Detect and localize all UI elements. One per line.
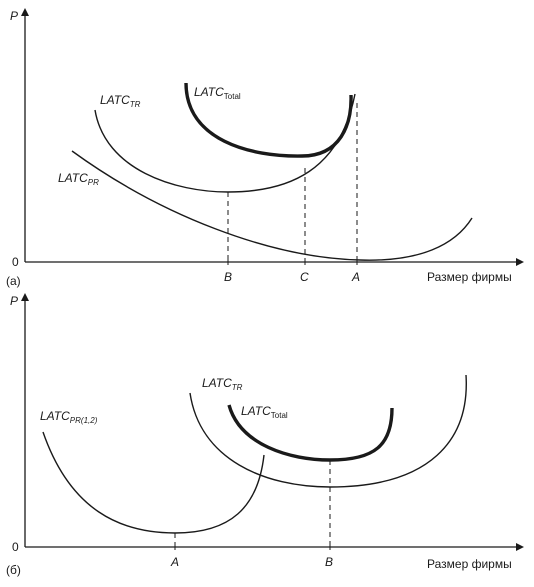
panel-a: P 0 Размер фирмы (а) B C A LATCTR LATCTo… [6, 8, 524, 288]
panel-b-label-latc-tr-sub: TR [232, 383, 243, 392]
panel-a-y-axis-label: P [10, 9, 18, 23]
panel-a-origin-label: 0 [12, 255, 19, 269]
panel-a-label-latc-tr-main: LATC [100, 93, 130, 107]
panel-b-label-latc-tr: LATCTR [202, 376, 243, 392]
panel-a-label-latc-pr-main: LATC [58, 171, 88, 185]
panel-b-y-axis-label: P [10, 294, 18, 308]
panel-a-label-latc-total-main: LATC [194, 85, 224, 99]
panel-b-label: (б) [6, 563, 21, 577]
panel-a-label-latc-total-sub: Total [224, 92, 241, 101]
panel-b-label-latc-tr-main: LATC [202, 376, 232, 390]
panel-a-latc-total-curve [184, 82, 353, 158]
panel-b-latc-pr-curve [42, 431, 265, 534]
panel-b-label-latc-pr-sub: PR(1,2) [70, 416, 98, 425]
panel-b-latc-tr-curve [189, 374, 467, 488]
panel-a-tick-label-a: A [351, 270, 360, 284]
panel-a-label-latc-pr: LATCPR [58, 171, 99, 187]
panel-b-origin-label: 0 [12, 540, 19, 554]
panel-a-label-latc-tr-sub: TR [130, 100, 141, 109]
panel-a-label-latc-tr: LATCTR [100, 93, 141, 109]
panel-a-tick-label-c: C [300, 270, 309, 284]
panel-a-label-latc-total: LATCTotal [194, 85, 241, 101]
panel-b-tick-label-a: A [170, 555, 179, 569]
panel-b-tick-label-b: B [325, 555, 333, 569]
panel-b-label-latc-total-main: LATC [241, 404, 271, 418]
panel-a-label-latc-pr-sub: PR [88, 178, 99, 187]
panel-b-x-axis-label: Размер фирмы [427, 557, 512, 571]
panel-b: P 0 Размер фирмы (б) A B LATCTR LATCTota… [6, 293, 524, 577]
panel-b-label-latc-total: LATCTotal [241, 404, 288, 420]
panel-a-label: (а) [6, 274, 21, 288]
panel-b-label-latc-pr-main: LATC [40, 409, 70, 423]
panel-a-x-axis-label: Размер фирмы [427, 270, 512, 284]
panel-b-label-latc-total-sub: Total [271, 411, 288, 420]
panel-a-latc-pr-curve [71, 150, 473, 261]
panel-b-label-latc-pr: LATCPR(1,2) [40, 409, 98, 425]
panel-a-tick-label-b: B [224, 270, 232, 284]
panel-b-latc-total-curve [227, 404, 394, 462]
